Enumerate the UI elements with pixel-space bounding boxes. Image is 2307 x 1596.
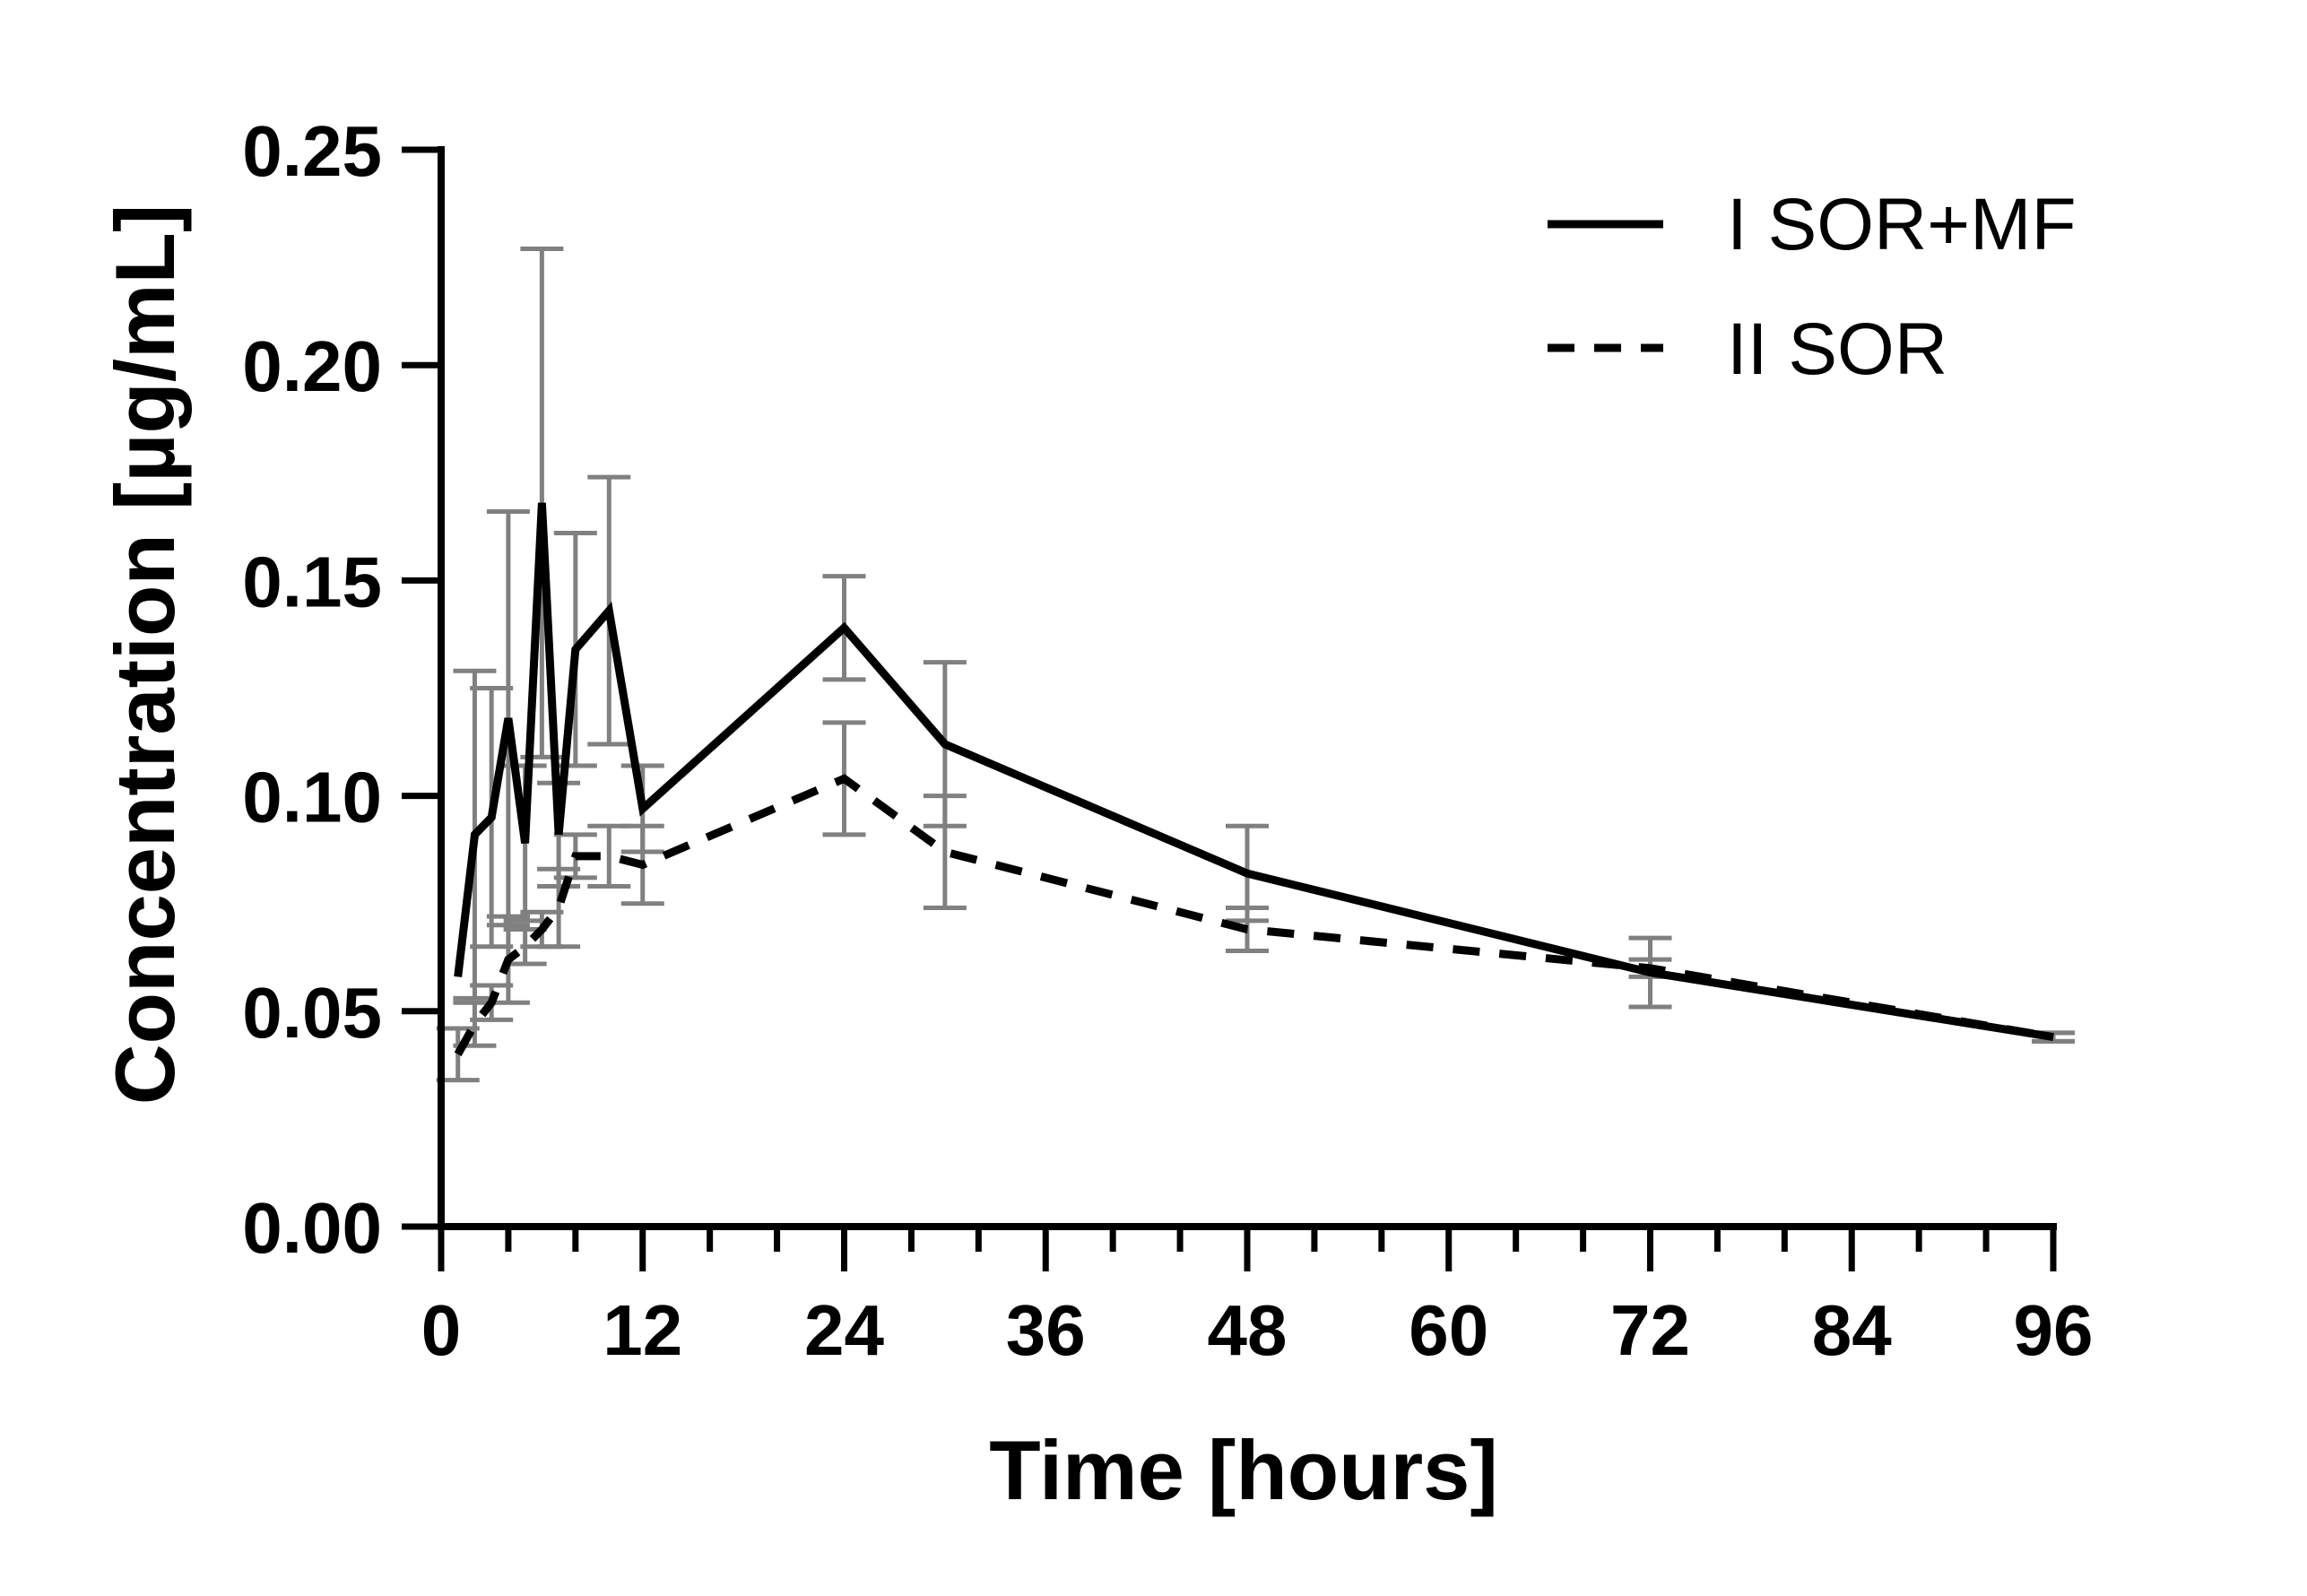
- x-tick-label: 24: [804, 1290, 884, 1370]
- x-tick-label: 72: [1610, 1290, 1690, 1370]
- x-tick-label: 12: [603, 1290, 682, 1370]
- legend-label-series-1: I SOR+MF: [1727, 184, 2077, 265]
- plot-area: [436, 246, 2075, 1083]
- y-axis-title: Concentration [µg/mL]: [98, 204, 192, 1106]
- y-tick-label: 0.00: [242, 1188, 382, 1268]
- x-axis-ticks: 0 12 24 36 48 60 72 84 96: [421, 1227, 2094, 1370]
- axes: 0 12 24 36 48 60 72 84 96 0.000.050.100.150.200.…: [242, 111, 2093, 1370]
- x-axis-title: Time [hours]: [989, 1423, 1498, 1517]
- x-tick-label: 84: [1812, 1290, 1892, 1370]
- y-axis-ticks: 0.00 0.05 0.10 0.15 0.20 0.25: [242, 111, 441, 1268]
- error-bar-series-2: [537, 866, 581, 950]
- x-tick-label: 96: [2014, 1290, 2094, 1370]
- legend: I SOR+MF II SOR: [1548, 184, 2077, 390]
- x-tick-label: 48: [1208, 1290, 1288, 1370]
- y-tick-label: 0.05: [242, 973, 382, 1053]
- series-line-1: [454, 502, 2054, 1042]
- x-tick-label: 36: [1006, 1290, 1086, 1370]
- x-tick-label: 60: [1409, 1290, 1488, 1370]
- y-tick-label: 0.20: [242, 326, 382, 406]
- y-tick-label: 0.25: [242, 111, 382, 191]
- series-lines: [454, 502, 2054, 1056]
- series-line-2: [454, 774, 2054, 1056]
- y-tick-label: 0.15: [242, 542, 382, 621]
- y-tick-label: 0.10: [242, 758, 382, 837]
- error-bar-series-2: [923, 794, 967, 911]
- legend-label-series-2: II SOR: [1727, 308, 1947, 390]
- x-tick-label: 0: [421, 1290, 462, 1370]
